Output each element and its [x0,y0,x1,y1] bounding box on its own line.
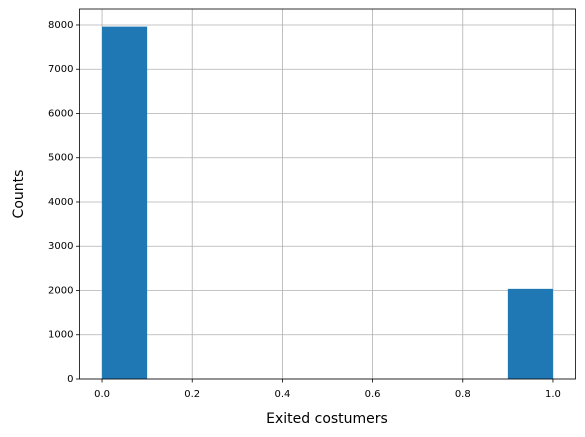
y-tick-label: 4000 [48,197,73,208]
y-tick-label: 1000 [48,330,73,341]
y-axis-label: Counts [11,170,27,219]
y-tick-label: 6000 [48,108,73,119]
bar [102,26,148,379]
y-tick-label: 5000 [48,153,73,164]
y-tick-label: 0 [67,374,73,385]
x-axis-label: Exited costumers [266,411,388,427]
x-tick-label: 1.0 [545,389,561,400]
x-tick-label: 0.0 [94,389,110,400]
y-tick-label: 7000 [48,64,73,75]
x-tick-label: 0.2 [184,389,200,400]
x-tick-label: 0.4 [274,389,290,400]
y-tick-label: 3000 [48,241,73,252]
y-tick-label: 8000 [48,20,73,31]
bar [507,288,553,379]
x-tick-label: 0.8 [455,389,471,400]
plot-frame [79,8,576,380]
y-tick-label: 2000 [48,285,73,296]
x-tick-label: 0.6 [365,389,381,400]
